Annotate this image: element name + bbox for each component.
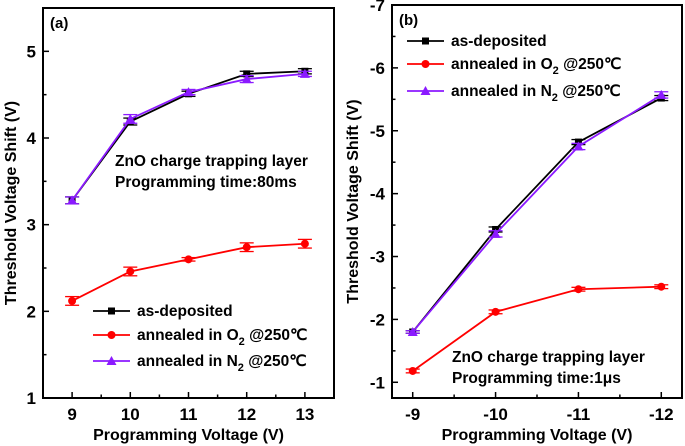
data-point (490, 228, 501, 238)
data-point (243, 70, 251, 78)
x-tick-label: 13 (295, 405, 314, 424)
series-as-deposited (405, 94, 669, 336)
y-tick-label: 2 (27, 302, 36, 321)
y-tick-label: -1 (370, 373, 385, 392)
series-annealed-in-n2 (405, 89, 669, 336)
y-axis-label: Threshold Voltage Shift (V) (345, 99, 362, 303)
legend-item: as-deposited (93, 303, 233, 320)
data-point (107, 331, 116, 339)
legend-label: annealed in N2 @250℃ (451, 83, 621, 104)
x-tick-label: -10 (483, 405, 508, 424)
data-point (574, 285, 583, 294)
data-point (408, 366, 417, 375)
y-tick-label: 4 (27, 129, 37, 148)
x-axis-label: Programming Voltage (V) (442, 427, 633, 444)
series-line (412, 94, 662, 333)
data-point (656, 89, 667, 99)
data-point (183, 87, 194, 97)
series-line (412, 97, 662, 333)
data-point (491, 307, 500, 316)
panel-label: (b) (399, 12, 418, 29)
x-tick-label: 9 (67, 405, 76, 424)
y-tick-label: -2 (370, 310, 385, 329)
annotation-text: ZnO charge trapping layer (115, 153, 308, 170)
data-point (242, 243, 251, 252)
data-point (67, 195, 78, 205)
data-point (68, 296, 77, 305)
data-point (125, 113, 136, 123)
legend-label: annealed in O2 @250℃ (451, 56, 622, 77)
series-line (412, 285, 662, 372)
data-point (106, 356, 117, 365)
y-tick-label: -3 (370, 248, 385, 267)
legend-label: as-deposited (137, 303, 233, 320)
y-tick-label: 5 (27, 42, 36, 61)
annotation-text: Programming time:1μs (452, 370, 621, 387)
y-axis-label: Threshold Voltage Shift (V) (3, 101, 20, 305)
x-tick-label: 10 (121, 405, 140, 424)
legend-label: annealed in O2 @250℃ (137, 327, 308, 348)
legend-item: annealed in N2 @250℃ (93, 353, 307, 374)
legend-label: annealed in N2 @250℃ (137, 353, 307, 374)
x-tick-label: -11 (567, 405, 591, 424)
x-tick-label: -9 (405, 405, 420, 424)
x-axis-label: Programming Voltage (V) (93, 427, 284, 444)
series-annealed-in-o2 (65, 238, 312, 306)
annotation-text: Programming time:80ms (115, 174, 297, 191)
panel-label: (a) (50, 15, 68, 32)
legend-item: annealed in O2 @250℃ (407, 56, 622, 77)
x-tick-label: -12 (649, 405, 674, 424)
x-tick-label: 11 (180, 405, 198, 424)
panel-b: -9 -10 -11 -12 -1 -2 -3 -4 -5 -6 -7 Programming Vol… (345, 0, 683, 444)
data-point (241, 74, 252, 84)
y-tick-label: -7 (370, 0, 385, 15)
y-tick-label: -6 (370, 59, 385, 78)
data-point (407, 326, 418, 336)
data-point (300, 239, 309, 248)
y-tick-label: 3 (27, 216, 36, 235)
data-point (126, 267, 135, 276)
y-tick-label: -5 (370, 122, 385, 141)
series-line (71, 242, 305, 302)
y-tick-label: -4 (370, 185, 386, 204)
legend-item: annealed in N2 @250℃ (407, 83, 621, 104)
x-tick-label: 12 (237, 405, 256, 424)
y-tick-label: 1 (27, 389, 36, 408)
series-annealed-in-n2 (65, 68, 312, 205)
legend-item: annealed in O2 @250℃ (93, 327, 308, 348)
annotation-text: ZnO charge trapping layer (452, 349, 645, 366)
series-annealed-in-o2 (405, 282, 669, 375)
data-point (422, 37, 429, 45)
data-point (299, 68, 310, 78)
data-point (420, 86, 431, 95)
data-point (657, 282, 666, 291)
data-point (184, 255, 193, 264)
legend-label: as-deposited (451, 33, 547, 50)
data-point (421, 60, 430, 68)
data-point (573, 141, 584, 151)
data-point (108, 307, 115, 315)
legend-item: as-deposited (407, 33, 547, 50)
